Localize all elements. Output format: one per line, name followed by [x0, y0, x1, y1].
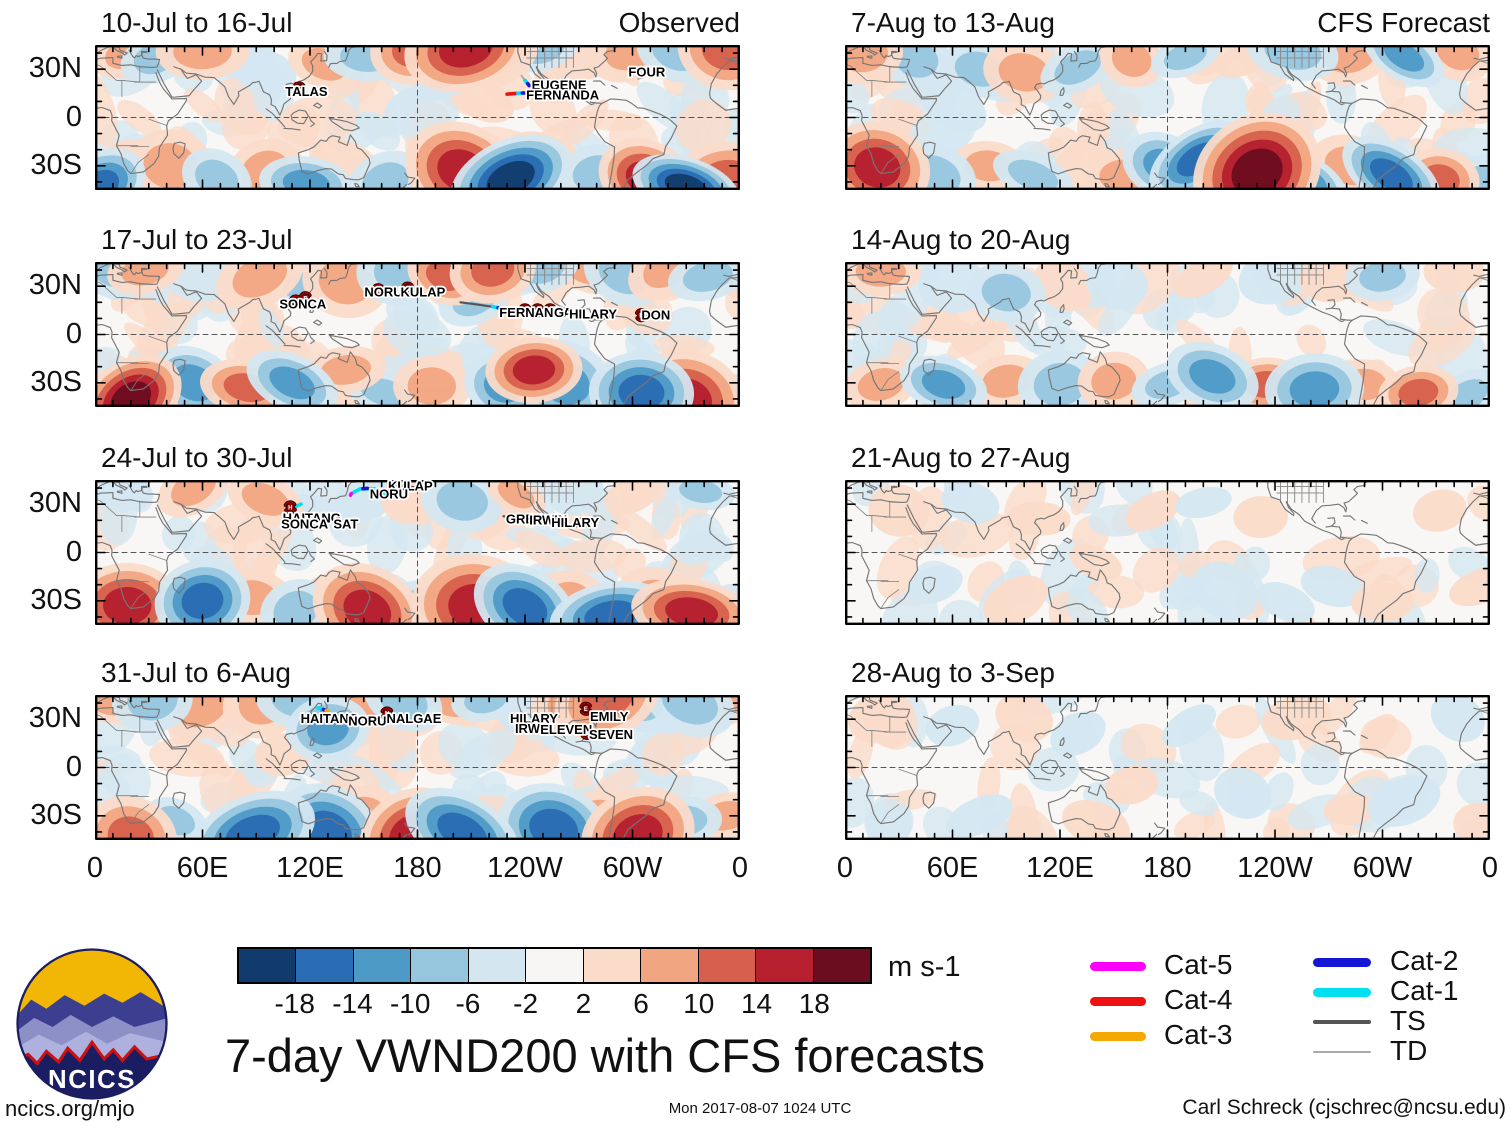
x-axis-tick-label: 0 [836, 852, 854, 884]
footer-timestamp: Mon 2017-08-07 1024 UTC [668, 1100, 852, 1117]
panel-title: 31-Jul to 6-Aug [101, 657, 291, 688]
logo-text: NCICS [48, 1066, 136, 1094]
colorbar-cell [813, 949, 870, 982]
column-label: Observed [618, 7, 740, 38]
colorbar-cell [411, 949, 469, 982]
colorbar-tick-label: -6 [455, 988, 481, 1019]
legend-line-cat2 [1313, 957, 1371, 967]
x-axis-tick-label: 60E [176, 852, 229, 884]
x-axis-tick-label: 0 [86, 852, 104, 884]
y-axis-tick-label: 30N [28, 269, 82, 302]
map-panel-forecast-week1 [845, 45, 1490, 190]
anomaly-map-canvas [845, 695, 1490, 840]
legend-label-cat5: Cat-5 [1164, 949, 1233, 980]
anomaly-map-canvas [845, 262, 1490, 407]
colorbar [237, 947, 872, 984]
colorbar-unit-label: m s-1 [888, 951, 961, 983]
legend-label-cat4: Cat-4 [1164, 984, 1233, 1015]
colorbar-cell [756, 949, 814, 982]
legend-label-td: TD [1390, 1035, 1428, 1066]
colorbar-tick-label: 10 [683, 988, 715, 1019]
legend-line-cat4 [1090, 996, 1146, 1006]
anomaly-map-canvas [95, 695, 740, 840]
y-axis-tick-label: 30S [30, 365, 82, 398]
x-axis-tick-label: 60E [926, 852, 979, 884]
footer-url: ncics.org/mjo [5, 1096, 135, 1121]
colorbar-cell [353, 949, 412, 982]
y-axis-tick-label: 0 [65, 100, 82, 133]
colorbar-cell [583, 949, 642, 982]
figure-title: 7-day VWND200 with CFS forecasts [224, 1029, 986, 1082]
y-axis-tick-label: 30N [28, 487, 82, 520]
panel-title: 17-Jul to 23-Jul [101, 224, 293, 255]
y-axis-tick-label: 30S [30, 583, 82, 616]
panel-title: 14-Aug to 20-Aug [851, 224, 1071, 255]
panel-title: 21-Aug to 27-Aug [851, 442, 1071, 473]
legend-line-cat1 [1313, 987, 1371, 997]
panel-title: 24-Jul to 30-Jul [101, 442, 293, 473]
colorbar-tick-label: -10 [389, 988, 431, 1019]
colorbar-cell [296, 949, 354, 982]
colorbar-tick-label: 18 [798, 988, 830, 1019]
y-axis-tick-label: 30N [28, 702, 82, 735]
legend-line-ts [1313, 1020, 1371, 1024]
map-panel-observed-week4 [95, 695, 740, 840]
legend-line-td [1313, 1051, 1371, 1053]
anomaly-map-canvas [95, 45, 740, 190]
ncics-logo: NCICS [16, 948, 168, 1100]
x-axis-tick-label: 180 [393, 852, 442, 884]
y-axis-tick-label: 0 [65, 750, 82, 783]
logo-red-ridgeline [17, 1039, 167, 1099]
colorbar-cell [468, 949, 527, 982]
y-axis-tick-label: 30S [30, 798, 82, 831]
legend-label-ts: TS [1390, 1005, 1426, 1036]
x-axis-tick-label: 60W [1352, 852, 1413, 884]
colorbar-tick-label: -14 [332, 988, 373, 1019]
map-panel-forecast-week2 [845, 262, 1490, 407]
map-panel-forecast-week4 [845, 695, 1490, 840]
anomaly-map-canvas [95, 480, 740, 625]
x-axis-tick-label: 120W [487, 852, 563, 884]
colorbar-tick-label: 2 [575, 988, 592, 1019]
map-panel-observed-week3 [95, 480, 740, 625]
x-axis-tick-label: 120E [276, 852, 344, 884]
colorbar-cell [239, 949, 297, 982]
y-axis-tick-label: 30S [30, 148, 82, 181]
colorbar-cell [526, 949, 584, 982]
anomaly-map-canvas [845, 480, 1490, 625]
anomaly-map-canvas [95, 262, 740, 407]
colorbar-cell [698, 949, 757, 982]
x-axis-tick-label: 0 [1481, 852, 1499, 884]
colorbar-tick-label: -18 [274, 988, 315, 1019]
panel-title: 28-Aug to 3-Sep [851, 657, 1055, 688]
x-axis-tick-label: 0 [731, 852, 749, 884]
column-label: CFS Forecast [1317, 7, 1490, 38]
map-panel-observed-week2 [95, 262, 740, 407]
legend-line-cat3 [1090, 1031, 1146, 1041]
panel-title: 10-Jul to 16-Jul [101, 7, 293, 38]
x-axis-tick-label: 180 [1143, 852, 1192, 884]
y-axis-tick-label: 0 [65, 535, 82, 568]
colorbar-tick-label: -2 [513, 988, 539, 1019]
legend-label-cat1: Cat-1 [1390, 975, 1459, 1006]
x-axis-tick-label: 60W [602, 852, 663, 884]
legend-line-cat5 [1090, 961, 1146, 971]
colorbar-tick-label: 14 [740, 988, 773, 1019]
map-panel-observed-week1 [95, 45, 740, 190]
legend-label-cat2: Cat-2 [1390, 945, 1459, 976]
colorbar-cell [641, 949, 699, 982]
anomaly-map-canvas [845, 45, 1490, 190]
y-axis-tick-label: 30N [28, 52, 82, 85]
footer-credit: Carl Schreck (cjschrec@ncsu.edu) [1182, 1096, 1506, 1119]
panel-title: 7-Aug to 13-Aug [851, 7, 1055, 38]
colorbar-tick-label: 6 [633, 988, 649, 1019]
x-axis-tick-label: 120W [1237, 852, 1313, 884]
map-panel-forecast-week3 [845, 480, 1490, 625]
x-axis-tick-label: 120E [1026, 852, 1094, 884]
y-axis-tick-label: 0 [65, 317, 82, 350]
legend-label-cat3: Cat-3 [1164, 1019, 1233, 1050]
